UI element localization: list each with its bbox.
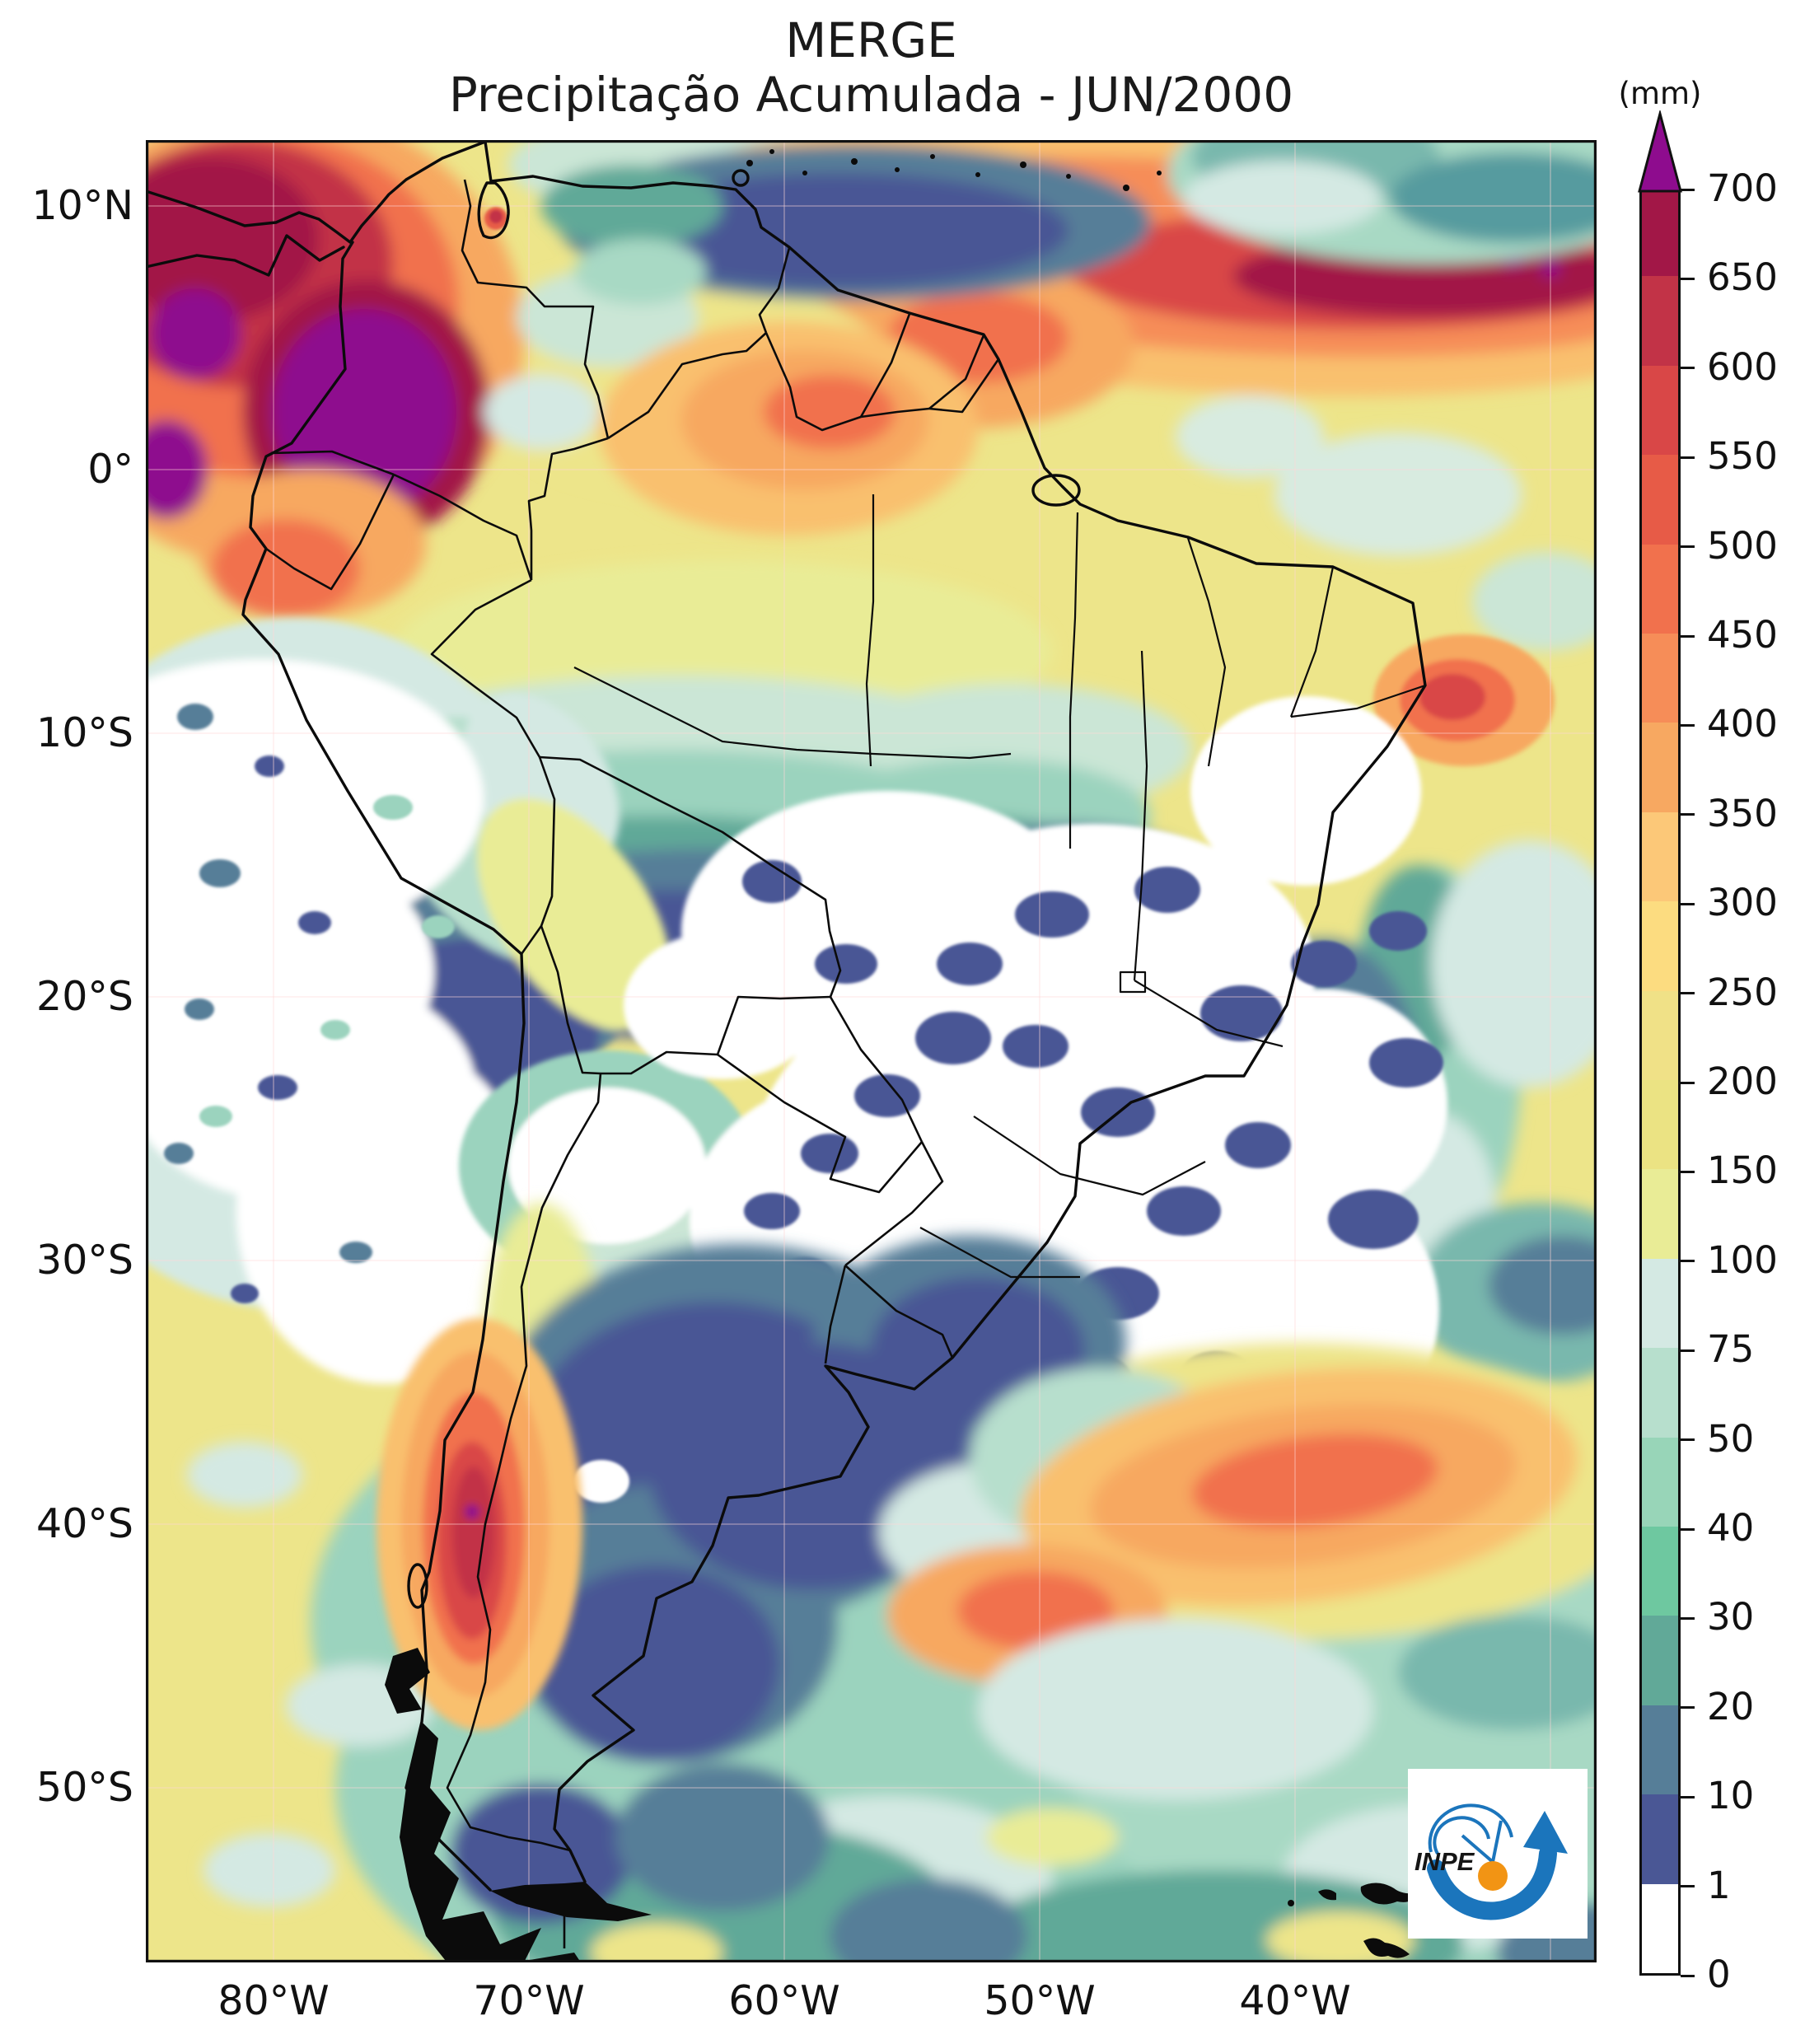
inpe-orbit-outer — [1428, 1803, 1513, 1853]
lat-tick-label: 0° — [87, 446, 133, 493]
lon-tick-label: 70°W — [473, 1977, 585, 2024]
colorbar — [1639, 186, 1681, 1976]
lon-tick-label: 60°W — [728, 1977, 840, 2024]
lon-tick-label: 40°W — [1239, 1977, 1351, 2024]
precipitation-field: INPE — [146, 140, 1597, 1962]
colorbar-segment — [1642, 1526, 1678, 1616]
colorbar-tick-label: 600 — [1707, 344, 1778, 389]
colorbar-tick — [1681, 634, 1695, 638]
colorbar-tick — [1681, 1260, 1695, 1263]
colorbar-segment — [1642, 454, 1678, 545]
colorbar-tick — [1681, 1170, 1695, 1173]
colorbar-tick-label: 550 — [1707, 434, 1778, 479]
colorbar-tick — [1681, 1527, 1695, 1531]
page-title: MERGE — [785, 12, 957, 68]
country-borders — [265, 179, 1000, 1948]
colorbar-tick-label: 200 — [1707, 1059, 1778, 1103]
colorbar-tick — [1681, 992, 1695, 995]
colorbar-tick — [1681, 1706, 1695, 1710]
colorbar-segment — [1642, 722, 1678, 812]
precipitation-map: INPE — [146, 140, 1597, 1962]
north-bands — [146, 140, 1597, 651]
map-frame — [146, 140, 1597, 1962]
inpe-sun-icon — [1478, 1861, 1508, 1891]
colorbar-segment — [1642, 1079, 1678, 1170]
colorbar-tick-label: 50 — [1707, 1416, 1755, 1461]
colorbar-tick-label: 650 — [1707, 255, 1778, 300]
colorbar-segment — [1642, 275, 1678, 366]
colorbar-tick — [1681, 367, 1695, 370]
colorbar-over-arrow — [1638, 110, 1682, 193]
colorbar-tick — [1681, 1795, 1695, 1798]
colorbar-segment — [1642, 544, 1678, 634]
colorbar-tick-label: 250 — [1707, 970, 1778, 1014]
lat-tick-label: 10°S — [36, 709, 133, 756]
colorbar-tick-label: 500 — [1707, 523, 1778, 568]
colorbar-tick — [1681, 456, 1695, 459]
colorbar-segment — [1642, 1794, 1678, 1884]
inpe-orbit-inner — [1433, 1816, 1490, 1855]
colorbar-tick — [1681, 1974, 1695, 1977]
lat-tick-label: 20°S — [36, 973, 133, 1020]
colorbar-segment — [1642, 812, 1678, 902]
colorbar-tick-label: 350 — [1707, 791, 1778, 835]
colorbar-tick-label: 300 — [1707, 881, 1778, 925]
colorbar-tick-label: 10 — [1707, 1774, 1755, 1818]
colorbar-segment — [1642, 365, 1678, 456]
colorbar-segment — [1642, 1258, 1678, 1349]
inpe-arrow-head — [1523, 1811, 1568, 1854]
colorbar-tick — [1681, 277, 1695, 280]
colorbar-segment — [1642, 1437, 1678, 1527]
inpe-logo: INPE — [1408, 1769, 1588, 1939]
pacific-speckles — [164, 704, 455, 1303]
colorbar-tick — [1681, 1885, 1695, 1888]
coastline — [146, 140, 1427, 1892]
graticule — [146, 140, 1597, 1962]
colorbar-segment — [1642, 900, 1678, 991]
colorbar-tick-label: 0 — [1707, 1953, 1731, 1996]
colorbar-segment — [1642, 1615, 1678, 1705]
colorbar-tick — [1681, 1349, 1695, 1352]
colorbar-tick — [1681, 813, 1695, 816]
colorbar-segment — [1642, 1347, 1678, 1438]
inpe-arrow-swoosh — [1427, 1845, 1557, 1920]
lat-tick-label: 30°S — [36, 1237, 133, 1284]
colorbar-tick — [1681, 1616, 1695, 1620]
lat-tick-label: 40°S — [36, 1500, 133, 1547]
colorbar-tick-label: 1 — [1707, 1863, 1731, 1907]
colorbar-tick-label: 30 — [1707, 1595, 1755, 1639]
colorbar-tick-label: 40 — [1707, 1506, 1755, 1550]
colorbar-tick — [1681, 188, 1695, 191]
page-subtitle: Precipitação Acumulada - JUN/2000 — [448, 67, 1294, 123]
fjords-and-islands — [385, 149, 1417, 1962]
colorbar-segment — [1642, 186, 1678, 277]
colorbar-tick — [1681, 902, 1695, 905]
colorbar-tick-label: 75 — [1707, 1327, 1755, 1372]
colorbar-tick-label: 150 — [1707, 1148, 1778, 1193]
colorbar-tick-label: 20 — [1707, 1684, 1755, 1728]
colorbar-tick-label: 700 — [1707, 166, 1778, 210]
colorbar-segment — [1642, 1705, 1678, 1795]
colorbar-segment — [1642, 633, 1678, 723]
colorbar-tick — [1681, 545, 1695, 549]
lon-tick-label: 50°W — [984, 1977, 1096, 2024]
colorbar-tick — [1681, 1438, 1695, 1442]
colorbar-tick — [1681, 1081, 1695, 1084]
inpe-logo-text: INPE — [1415, 1847, 1475, 1876]
colorbar-tick-label: 400 — [1707, 702, 1778, 746]
colorbar-tick — [1681, 723, 1695, 727]
lat-tick-label: 10°N — [31, 182, 133, 229]
colorbar-unit-label: (mm) — [1618, 76, 1702, 111]
colorbar-segment — [1642, 990, 1678, 1080]
colorbar-segment — [1642, 1883, 1678, 1973]
state-borders — [573, 494, 1426, 1279]
colorbar-segment — [1642, 1168, 1678, 1259]
lon-tick-label: 80°W — [217, 1977, 330, 2024]
colorbar-tick-label: 450 — [1707, 613, 1778, 657]
colorbar-tick-label: 100 — [1707, 1237, 1778, 1282]
lat-tick-label: 50°S — [36, 1764, 133, 1811]
